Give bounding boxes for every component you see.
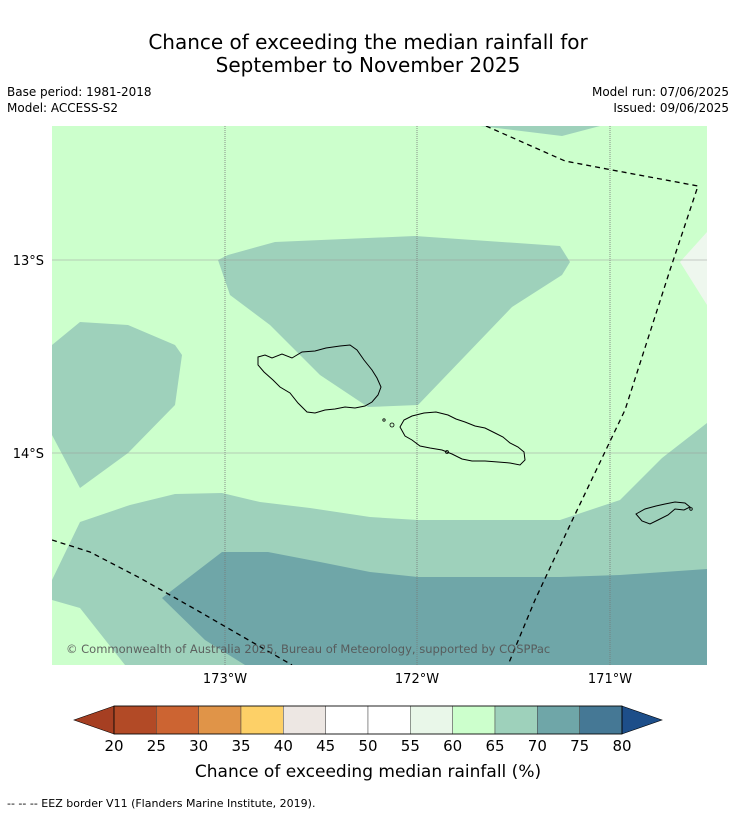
- lat-label-14s: 14°S: [13, 447, 44, 462]
- upolu-island: [399, 411, 526, 466]
- tutuila-island: [635, 501, 691, 525]
- colorbar-tick-label: 45: [316, 737, 335, 755]
- islet-4: [689, 507, 693, 511]
- eez-border: [52, 126, 699, 665]
- contour-bottom-left: [52, 600, 125, 665]
- colorbar-segment: [283, 705, 326, 735]
- colorbar-segment: [494, 705, 538, 735]
- colorbar-segment: [113, 705, 157, 735]
- colorbar-segment: [198, 705, 242, 735]
- islet-1: [382, 418, 386, 422]
- colorbar-segment: [367, 705, 411, 735]
- model-name: Model: ACCESS-S2: [7, 101, 119, 115]
- colorbar-tick-label: 25: [147, 737, 166, 755]
- lon-label-173w: 173°W: [203, 672, 247, 687]
- meta-left: Base period: 1981-2018 Model: ACCESS-S2: [7, 84, 152, 116]
- contour-top-blob: [480, 126, 600, 136]
- title-line-1: Chance of exceeding the median rainfall …: [148, 30, 588, 54]
- colorbar-tick-label: 70: [528, 737, 547, 755]
- contour-55-60: [680, 232, 707, 305]
- contour-central-blob: [218, 236, 570, 407]
- colorbar-segment: [240, 705, 284, 735]
- model-run: Model run: 07/06/2025: [591, 85, 729, 99]
- base-period: Base period: 1981-2018: [7, 85, 152, 99]
- title-line-2: September to November 2025: [215, 53, 521, 77]
- colorbar-tick-label: 20: [104, 737, 123, 755]
- issued-date: Issued: 09/06/2025: [613, 101, 729, 115]
- colorbar-tick-label: 55: [401, 737, 420, 755]
- colorbar-tick-label: 30: [189, 737, 208, 755]
- colorbar-tick-label: 40: [274, 737, 293, 755]
- colorbar-tick-label: 50: [358, 737, 377, 755]
- meta-right: Model run: 07/06/2025 Issued: 09/06/2025: [592, 84, 729, 116]
- colorbar-arrow-high: [621, 705, 663, 735]
- footnote: -- -- -- EEZ border V11 (Flanders Marine…: [7, 797, 316, 810]
- contour-south-dark: [162, 552, 707, 665]
- colorbar-segment: [537, 705, 580, 735]
- graticule-lat: [52, 259, 707, 454]
- lon-label-172w: 172°W: [395, 672, 439, 687]
- colorbar-segment: [156, 705, 199, 735]
- islet-3: [445, 450, 449, 454]
- colorbar-tick-label: 75: [570, 737, 589, 755]
- colorbar-tick-label: 60: [443, 737, 462, 755]
- lon-label-171w: 171°W: [588, 672, 632, 687]
- colorbar-segment: [410, 705, 453, 735]
- colorbar-tick-label: 65: [485, 737, 504, 755]
- colorbar-outline: [113, 705, 623, 735]
- colorbar-segment: [325, 705, 369, 735]
- savaii-island: [257, 344, 382, 414]
- map-title: Chance of exceeding the median rainfall …: [0, 31, 736, 77]
- copyright-text: © Commonwealth of Australia 2025, Bureau…: [66, 642, 550, 656]
- colorbar-segment: [452, 705, 496, 735]
- islet-2: [389, 422, 395, 428]
- colorbar-segment: [579, 705, 623, 735]
- colorbar-tick-label: 35: [231, 737, 250, 755]
- contour-left-blob: [52, 322, 182, 488]
- colorbar-title: Chance of exceeding median rainfall (%): [194, 762, 542, 782]
- lat-label-13s: 13°S: [13, 254, 44, 269]
- colorbar-tick-label: 80: [612, 737, 631, 755]
- colorbar: 20 25 30 35 40 45 50 55 60 65 70 75 80: [73, 705, 663, 755]
- colorbar-arrow-low: [73, 705, 115, 735]
- map-area: © Commonwealth of Australia 2025, Bureau…: [52, 126, 707, 665]
